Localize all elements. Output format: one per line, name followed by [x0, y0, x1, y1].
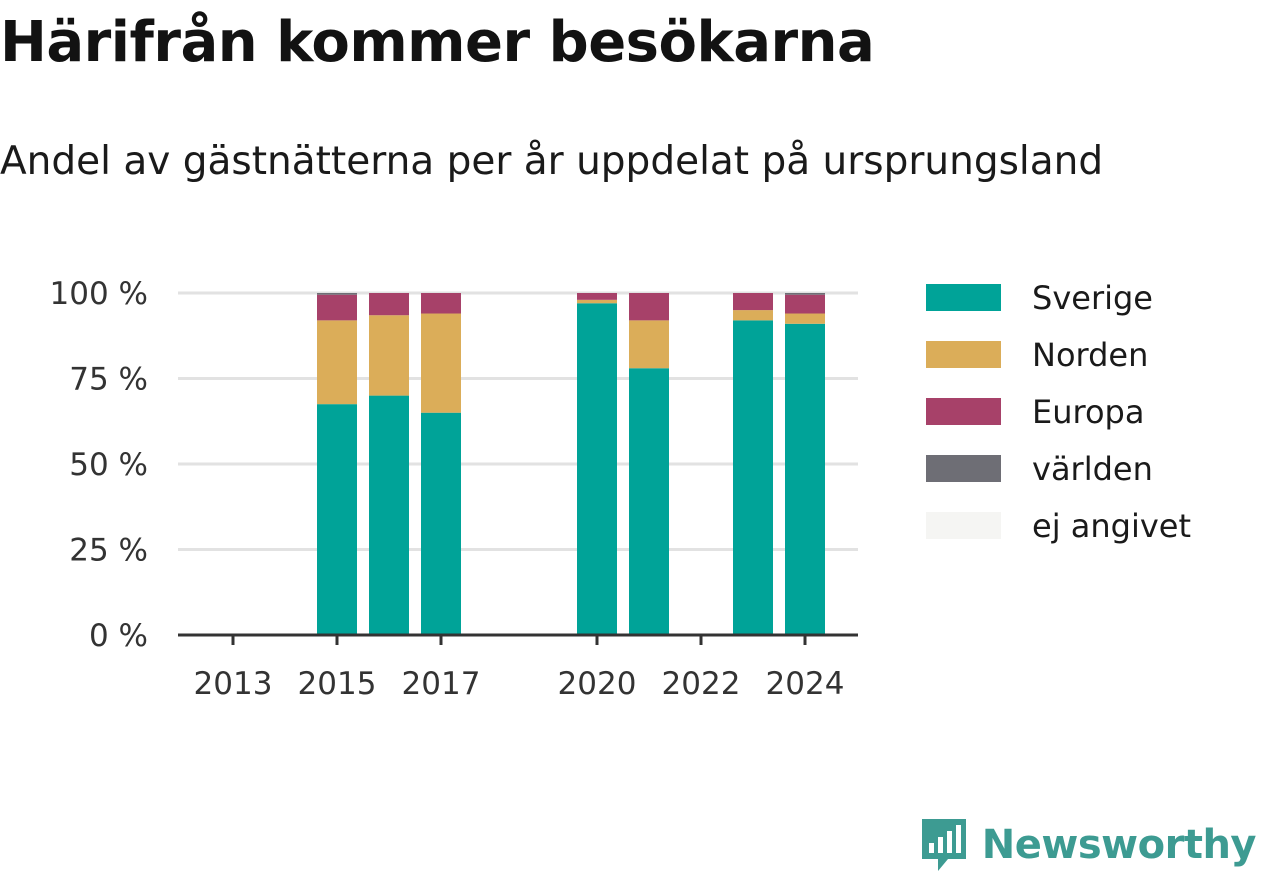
legend-label: världen	[1032, 450, 1153, 488]
bar-segment	[369, 293, 409, 316]
newsworthy-logo-icon	[921, 819, 966, 871]
bar-segment	[577, 303, 617, 635]
bar-segment	[733, 293, 773, 311]
bar-segment	[785, 323, 825, 635]
legend-swatch	[926, 341, 1001, 368]
x-tick-label: 2024	[766, 666, 845, 702]
legend-label: Europa	[1032, 393, 1144, 431]
legend-label: Sverige	[1032, 279, 1153, 317]
y-tick-label: 50 %	[69, 447, 148, 483]
bar-segment	[421, 412, 461, 635]
x-tick-label: 2013	[194, 666, 273, 702]
legend-swatch	[926, 284, 1001, 311]
bar-segment	[733, 320, 773, 635]
chart-subtitle: Andel av gästnätterna per år uppdelat på…	[0, 139, 1104, 184]
bar-segment	[369, 395, 409, 635]
brand-logo: Newsworthy	[918, 815, 1257, 875]
bar-segment	[317, 320, 357, 405]
bar-segment	[421, 313, 461, 413]
bar-segment	[577, 293, 617, 300]
bar-segment	[629, 320, 669, 369]
bar-segment	[317, 293, 357, 295]
brand-name: Newsworthy	[981, 822, 1257, 868]
bar-segment	[785, 313, 825, 324]
bar-segment	[421, 293, 461, 314]
bar-segment	[629, 293, 669, 321]
x-tick-label: 2015	[298, 666, 377, 702]
bar-segment	[785, 294, 825, 314]
legend-swatch	[926, 455, 1001, 482]
y-tick-label: 25 %	[69, 533, 148, 569]
y-tick-label: 75 %	[69, 362, 148, 398]
y-tick-label: 0 %	[89, 618, 148, 654]
y-tick-label: 100 %	[50, 276, 148, 312]
bar-segment	[733, 310, 773, 321]
bar-segment	[785, 293, 825, 295]
bar-segment	[317, 294, 357, 321]
legend-label: Norden	[1032, 336, 1148, 374]
chart-title: Härifrån kommer besökarna	[0, 10, 875, 75]
legend-label: ej angivet	[1032, 507, 1191, 545]
legend-swatch	[926, 512, 1001, 539]
bar-segment	[577, 299, 617, 304]
x-tick-label: 2022	[662, 666, 741, 702]
x-tick-label: 2017	[402, 666, 481, 702]
bar-segment	[317, 404, 357, 635]
bar-segment	[369, 315, 409, 396]
bar-segment	[629, 368, 669, 635]
x-tick-label: 2020	[558, 666, 637, 702]
legend-swatch	[926, 398, 1001, 425]
